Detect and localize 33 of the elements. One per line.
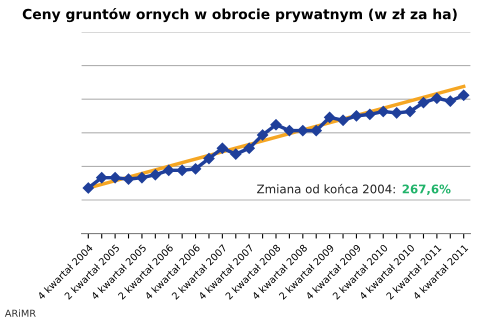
point: [122, 174, 134, 185]
point: [203, 152, 215, 164]
chart-title: Ceny gruntów ornych w obrocie prywatnym (w zł za ha): [22, 8, 457, 22]
point: [270, 119, 282, 130]
point: [310, 124, 322, 136]
point: [244, 142, 255, 154]
point: [190, 163, 202, 174]
annotation: Zmiana od końca 2004:: [257, 184, 395, 194]
point: [458, 90, 470, 101]
point: [418, 97, 430, 108]
point: [96, 172, 108, 184]
point: [82, 182, 94, 194]
point: [431, 92, 442, 104]
point: [337, 114, 349, 126]
point: [404, 106, 416, 118]
point: [350, 110, 362, 122]
point: [378, 106, 389, 118]
point: [256, 129, 268, 141]
point: [136, 172, 148, 184]
point: [444, 96, 456, 107]
annotation: 267,6%: [402, 184, 451, 195]
point: [297, 124, 308, 136]
point: [163, 164, 174, 176]
point: [284, 124, 296, 136]
point: [176, 164, 188, 176]
point: [230, 148, 242, 160]
point: [364, 108, 376, 120]
point: [150, 169, 161, 180]
text: ARiMR: [4, 309, 36, 317]
point: [110, 172, 121, 184]
point: [324, 112, 336, 123]
point: [391, 107, 402, 119]
point: [216, 142, 228, 154]
